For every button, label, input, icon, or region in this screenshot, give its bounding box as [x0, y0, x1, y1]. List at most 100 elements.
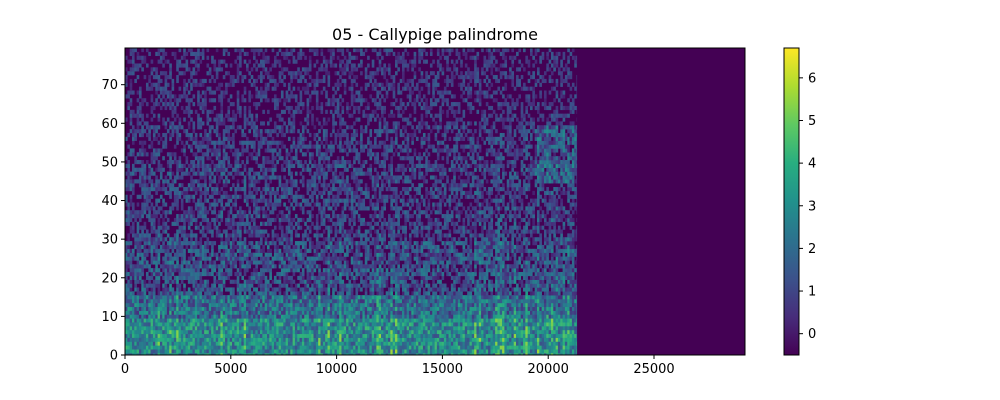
heatmap-cell [199, 252, 203, 257]
heatmap-cell [292, 279, 296, 284]
heatmap-cell [218, 210, 221, 215]
heatmap-cell [292, 48, 296, 53]
heatmap-cell [178, 345, 182, 350]
heatmap-cell [211, 241, 214, 246]
heatmap-cell [271, 264, 275, 269]
heatmap-cell [143, 221, 147, 226]
heatmap-cell [248, 353, 251, 355]
heatmap-cell [299, 322, 303, 327]
heatmap-cell [232, 349, 235, 354]
heatmap-cell [129, 333, 133, 338]
heatmap-cell [164, 329, 168, 335]
heatmap-cell [166, 279, 170, 284]
heatmap-cell [157, 217, 161, 223]
heatmap-cell [301, 152, 305, 157]
heatmap-cell [157, 225, 161, 230]
heatmap-cell [322, 132, 326, 138]
heatmap-cell [266, 353, 270, 355]
heatmap-cell [311, 214, 314, 219]
heatmap-cell [294, 190, 298, 196]
heatmap-cell [278, 302, 282, 308]
heatmap-cell [145, 194, 149, 199]
heatmap-cell [180, 271, 184, 277]
heatmap-cell [162, 121, 165, 126]
heatmap-cell [308, 268, 312, 273]
heatmap-cell [246, 229, 249, 234]
heatmap-cell [236, 295, 240, 300]
heatmap-cell [222, 345, 226, 350]
heatmap-cell [304, 90, 307, 95]
heatmap-cell [155, 214, 158, 219]
heatmap-cell [287, 306, 291, 311]
heatmap-cell [262, 310, 265, 315]
heatmap-cell [294, 152, 298, 157]
heatmap-cell [187, 291, 191, 296]
heatmap-cell [243, 353, 247, 355]
heatmap-cell [201, 163, 205, 169]
heatmap-cell [204, 187, 207, 192]
heatmap-cell [264, 287, 268, 292]
heatmap-cell [197, 113, 200, 118]
heatmap-cell [239, 353, 242, 355]
heatmap-cell [218, 271, 221, 277]
heatmap-cell [269, 260, 272, 265]
heatmap-cell [332, 117, 335, 122]
heatmap-cell [183, 190, 186, 196]
heatmap-cell [194, 187, 198, 192]
heatmap-cell [255, 86, 258, 91]
heatmap-cell [176, 78, 179, 84]
heatmap-cell [283, 318, 286, 323]
heatmap-cell [145, 318, 149, 323]
heatmap-cell [253, 279, 256, 284]
heatmap-cell [299, 55, 303, 60]
heatmap-cell [336, 241, 340, 246]
heatmap-cell [218, 198, 221, 203]
heatmap-cell [225, 353, 228, 355]
heatmap-cell [185, 275, 189, 280]
heatmap-cell [315, 279, 319, 284]
heatmap-cell [152, 241, 156, 246]
heatmap-cell [236, 183, 240, 188]
heatmap-cell [294, 202, 298, 207]
heatmap-cell [334, 295, 338, 300]
heatmap-cell [143, 306, 147, 311]
heatmap-cell [150, 271, 154, 277]
heatmap-cell [329, 275, 333, 280]
heatmap-cell [187, 198, 191, 203]
heatmap-cell [190, 217, 193, 223]
heatmap-cell [320, 217, 324, 223]
heatmap-cell [280, 194, 284, 199]
heatmap-cell [306, 337, 310, 342]
heatmap-cell [138, 291, 142, 296]
heatmap-cell [162, 229, 165, 234]
heatmap-cell [206, 171, 210, 176]
heatmap-cell [280, 260, 284, 265]
heatmap-cell [136, 329, 140, 335]
heatmap-cell [297, 283, 300, 288]
heatmap-cell [292, 156, 296, 161]
heatmap-cell [164, 271, 168, 277]
heatmap-cell [241, 217, 245, 223]
heatmap-cell [248, 183, 251, 188]
heatmap-cell [341, 171, 345, 176]
heatmap-cell [294, 98, 298, 103]
heatmap-cell [143, 248, 147, 253]
heatmap-cell [201, 105, 205, 111]
heatmap-cell [271, 302, 275, 308]
heatmap-cell [201, 256, 205, 261]
heatmap-cell [255, 341, 258, 346]
heatmap-cell [329, 349, 333, 354]
heatmap-cell [280, 67, 284, 72]
heatmap-cell [220, 244, 224, 250]
heatmap-cell [222, 349, 226, 354]
heatmap-cell [278, 179, 282, 184]
heatmap-cell [299, 78, 303, 84]
heatmap-cell [236, 78, 240, 84]
heatmap-cell [332, 291, 335, 296]
heatmap-cell [322, 326, 326, 331]
heatmap-cell [294, 159, 298, 165]
heatmap-cell [341, 310, 345, 315]
heatmap-cell [329, 102, 333, 107]
heatmap-cell [271, 337, 275, 342]
heatmap-cell [341, 214, 345, 219]
